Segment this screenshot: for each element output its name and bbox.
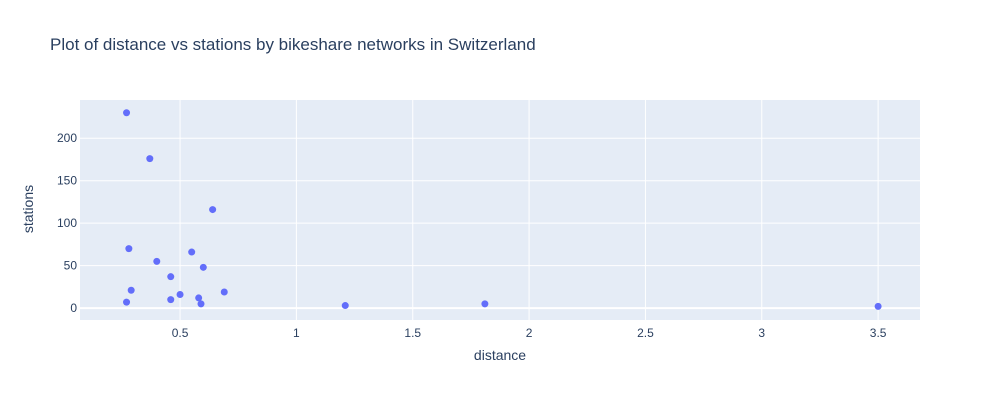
data-point[interactable] [209, 206, 217, 214]
data-points [123, 109, 882, 310]
data-point[interactable] [153, 257, 161, 265]
data-point[interactable] [176, 291, 184, 299]
x-axis-label: distance [474, 347, 526, 363]
x-tick-label: 3 [758, 326, 765, 340]
data-point[interactable] [199, 263, 207, 271]
x-tick-label: 2 [526, 326, 533, 340]
x-tick-label: 2.5 [637, 326, 654, 340]
y-tick-label: 50 [64, 259, 78, 273]
data-point[interactable] [167, 273, 175, 281]
plot-area [80, 100, 920, 320]
data-point[interactable] [481, 300, 489, 308]
y-tick-labels: 0 50 100 150 200 [57, 131, 77, 315]
x-gridlines [179, 100, 879, 320]
x-tick-label: 0.5 [172, 326, 189, 340]
x-tick-label: 3.5 [870, 326, 887, 340]
data-point[interactable] [197, 300, 205, 308]
y-axis-label: stations [20, 185, 36, 233]
data-point[interactable] [220, 288, 228, 296]
y-tick-label: 150 [57, 174, 77, 188]
data-point[interactable] [188, 248, 196, 256]
y-tick-label: 200 [57, 131, 77, 145]
data-point[interactable] [195, 294, 203, 302]
y-tick-label: 0 [70, 301, 77, 315]
chart-title: Plot of distance vs stations by bikeshar… [50, 35, 536, 54]
y-tick-label: 100 [57, 216, 77, 230]
data-point[interactable] [874, 302, 882, 310]
data-point[interactable] [341, 302, 349, 310]
data-point[interactable] [127, 286, 135, 294]
y-gridlines [80, 137, 920, 310]
data-point[interactable] [167, 296, 175, 304]
x-tick-label: 1.5 [404, 326, 421, 340]
data-point[interactable] [123, 109, 131, 117]
data-point[interactable] [123, 298, 131, 306]
data-point[interactable] [125, 245, 133, 253]
data-point[interactable] [146, 155, 154, 163]
x-tick-labels: 0.5 1 1.5 2 2.5 3 3.5 [172, 326, 887, 340]
x-tick-label: 1 [293, 326, 300, 340]
